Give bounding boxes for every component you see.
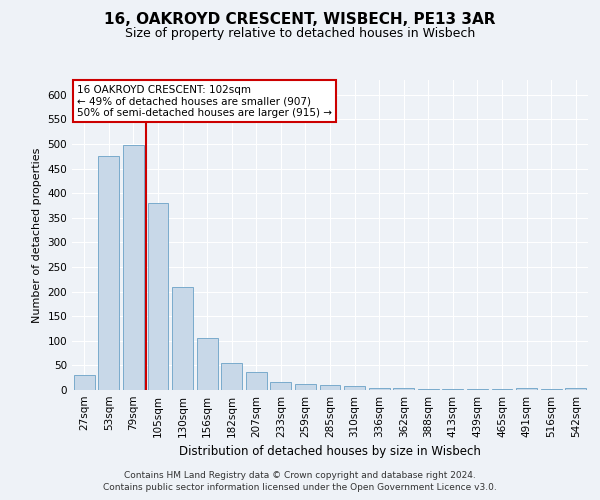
Bar <box>197 338 218 390</box>
Bar <box>393 388 414 390</box>
Bar <box>148 203 169 390</box>
Bar <box>467 389 488 390</box>
Bar <box>98 156 119 390</box>
Bar <box>418 388 439 390</box>
Bar <box>516 388 537 390</box>
Bar <box>344 386 365 390</box>
Text: Size of property relative to detached houses in Wisbech: Size of property relative to detached ho… <box>125 28 475 40</box>
Text: Contains public sector information licensed under the Open Government Licence v3: Contains public sector information licen… <box>103 482 497 492</box>
Y-axis label: Number of detached properties: Number of detached properties <box>32 148 42 322</box>
Bar <box>221 363 242 390</box>
Bar <box>271 382 292 390</box>
Bar <box>320 385 340 390</box>
Bar <box>123 146 144 390</box>
Bar <box>172 286 193 390</box>
Bar <box>368 388 389 390</box>
Text: 16, OAKROYD CRESCENT, WISBECH, PE13 3AR: 16, OAKROYD CRESCENT, WISBECH, PE13 3AR <box>104 12 496 28</box>
Bar <box>565 388 586 390</box>
Bar <box>491 389 512 390</box>
Bar <box>295 384 316 390</box>
Bar <box>442 388 463 390</box>
Bar <box>541 388 562 390</box>
Text: 16 OAKROYD CRESCENT: 102sqm
← 49% of detached houses are smaller (907)
50% of se: 16 OAKROYD CRESCENT: 102sqm ← 49% of det… <box>77 84 332 118</box>
Text: Contains HM Land Registry data © Crown copyright and database right 2024.: Contains HM Land Registry data © Crown c… <box>124 472 476 480</box>
Bar <box>246 372 267 390</box>
Bar <box>74 375 95 390</box>
X-axis label: Distribution of detached houses by size in Wisbech: Distribution of detached houses by size … <box>179 446 481 458</box>
